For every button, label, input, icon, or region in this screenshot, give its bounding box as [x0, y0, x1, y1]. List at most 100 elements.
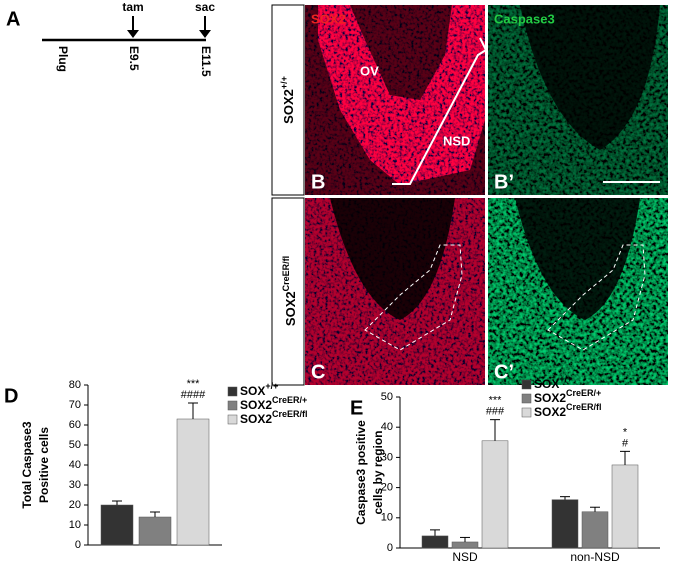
- significance-label: #: [622, 437, 629, 449]
- panel-letter: C’: [494, 361, 514, 383]
- nsd-bracket: [392, 37, 488, 185]
- legend-sup: +/+: [559, 374, 572, 384]
- panel-letter: A: [6, 8, 20, 30]
- y-axis-label: Total Caspase3: [20, 421, 34, 508]
- panel-letter: D: [4, 385, 18, 407]
- panel-letter: B: [311, 171, 325, 193]
- legend-entry: SOX2CreER/+: [240, 395, 307, 412]
- error-bar: [188, 402, 198, 419]
- legend-swatch: [521, 393, 532, 404]
- timepoint: Plug: [56, 46, 70, 72]
- error-bar: [112, 500, 122, 505]
- significance-label: ***: [187, 378, 201, 390]
- panel-letter: E: [350, 397, 363, 419]
- channel-label: SOX2: [311, 11, 346, 26]
- bar: [451, 541, 479, 549]
- legend-swatch: [227, 386, 238, 397]
- panel-letter: B’: [494, 171, 514, 193]
- tissue: [318, 5, 485, 185]
- bar: [581, 511, 609, 549]
- x-tick-label: NSD: [452, 550, 478, 564]
- y-tick-label: 80: [69, 379, 81, 391]
- y-tick-label: 10: [69, 519, 81, 531]
- legend-entry: SOX+/+: [534, 374, 572, 391]
- legend-sup: +/+: [265, 381, 278, 391]
- legend-swatch: [227, 414, 238, 425]
- legend-sup: CreER/fl: [566, 402, 602, 412]
- row-label-sup: +/+: [279, 76, 289, 89]
- y-tick-label: 20: [69, 499, 81, 511]
- y-tick-label: 70: [69, 399, 81, 411]
- row-label-box: [271, 4, 305, 196]
- y-tick-label: 30: [381, 451, 393, 463]
- legend-entry: SOX2CreER/fl: [240, 409, 308, 426]
- error-bar: [150, 511, 160, 517]
- legend-name: SOX2: [534, 405, 566, 419]
- legend-swatch: [521, 407, 532, 418]
- bar: [100, 504, 134, 546]
- y-tick-label: 40: [381, 421, 393, 433]
- row-label: SOX2CreER/fl: [281, 256, 298, 326]
- region-label: NSD: [443, 133, 470, 148]
- y-tick-label: 50: [69, 439, 81, 451]
- timepoint: E11.5: [199, 46, 213, 77]
- nsd-outline: [364, 244, 463, 351]
- legend-name: SOX2: [240, 412, 272, 426]
- legend-name: SOX2: [240, 398, 272, 412]
- error-bar: [620, 450, 630, 465]
- lumen: [330, 198, 455, 320]
- y-tick-label: 50: [381, 391, 393, 403]
- channel-label: Caspase3: [494, 11, 555, 26]
- panel-letter: C: [311, 361, 325, 383]
- error-bar: [460, 536, 470, 542]
- lumen: [520, 5, 660, 150]
- row-label-base: SOX2: [283, 291, 298, 326]
- legend-name: SOX2: [534, 391, 566, 405]
- legend-swatch: [227, 400, 238, 411]
- arrow-label: tam: [122, 0, 143, 14]
- row-label: SOX2+/+: [279, 76, 296, 124]
- error-bar: [490, 419, 500, 441]
- bar: [176, 418, 210, 546]
- legend-sup: CreER/fl: [272, 409, 308, 419]
- legend-sup: CreER/+: [272, 395, 307, 405]
- x-tick-label: non-NSD: [570, 550, 620, 564]
- error-bar: [590, 506, 600, 512]
- significance-label: ***: [489, 395, 503, 407]
- arrow-head: [199, 30, 211, 38]
- image-grid: SOX2+/+ SOX2CreER/fl SOX2 Caspase3 OV NS…: [271, 4, 668, 386]
- y-tick-label: 0: [75, 539, 81, 551]
- significance-label: ####: [181, 389, 206, 401]
- legend-entry: SOX2CreER/fl: [534, 402, 602, 419]
- legend-name: SOX: [240, 384, 265, 398]
- legend-swatch: [521, 379, 532, 390]
- y-axis-label: cells by region: [371, 430, 385, 514]
- y-tick-label: 10: [381, 512, 393, 524]
- bar: [551, 499, 579, 549]
- y-axis-label: Caspase3 positive: [354, 420, 368, 525]
- row-label-sup: CreER/fl: [281, 256, 291, 292]
- arrow-label: sac: [195, 0, 215, 14]
- lumen: [515, 198, 640, 320]
- significance-label: ###: [486, 406, 505, 418]
- error-bar: [560, 496, 570, 500]
- y-tick-label: 40: [69, 459, 81, 471]
- timepoint: E9.5: [127, 46, 141, 71]
- legend-name: SOX: [534, 377, 559, 391]
- y-tick-label: 0: [387, 542, 393, 554]
- arrow-head: [127, 30, 139, 38]
- row-label-base: SOX2: [281, 89, 296, 124]
- legend-entry: SOX2CreER/+: [534, 388, 601, 405]
- region-label: OV: [360, 63, 379, 78]
- bar: [611, 464, 639, 549]
- error-bar: [430, 529, 440, 536]
- legend-sup: CreER/+: [566, 388, 601, 398]
- bar: [138, 516, 172, 546]
- nsd-outline: [547, 244, 646, 351]
- y-tick-label: 60: [69, 419, 81, 431]
- bar: [421, 535, 449, 549]
- legend-entry: SOX+/+: [240, 381, 278, 398]
- bar: [481, 440, 509, 549]
- significance-label: *: [623, 426, 628, 438]
